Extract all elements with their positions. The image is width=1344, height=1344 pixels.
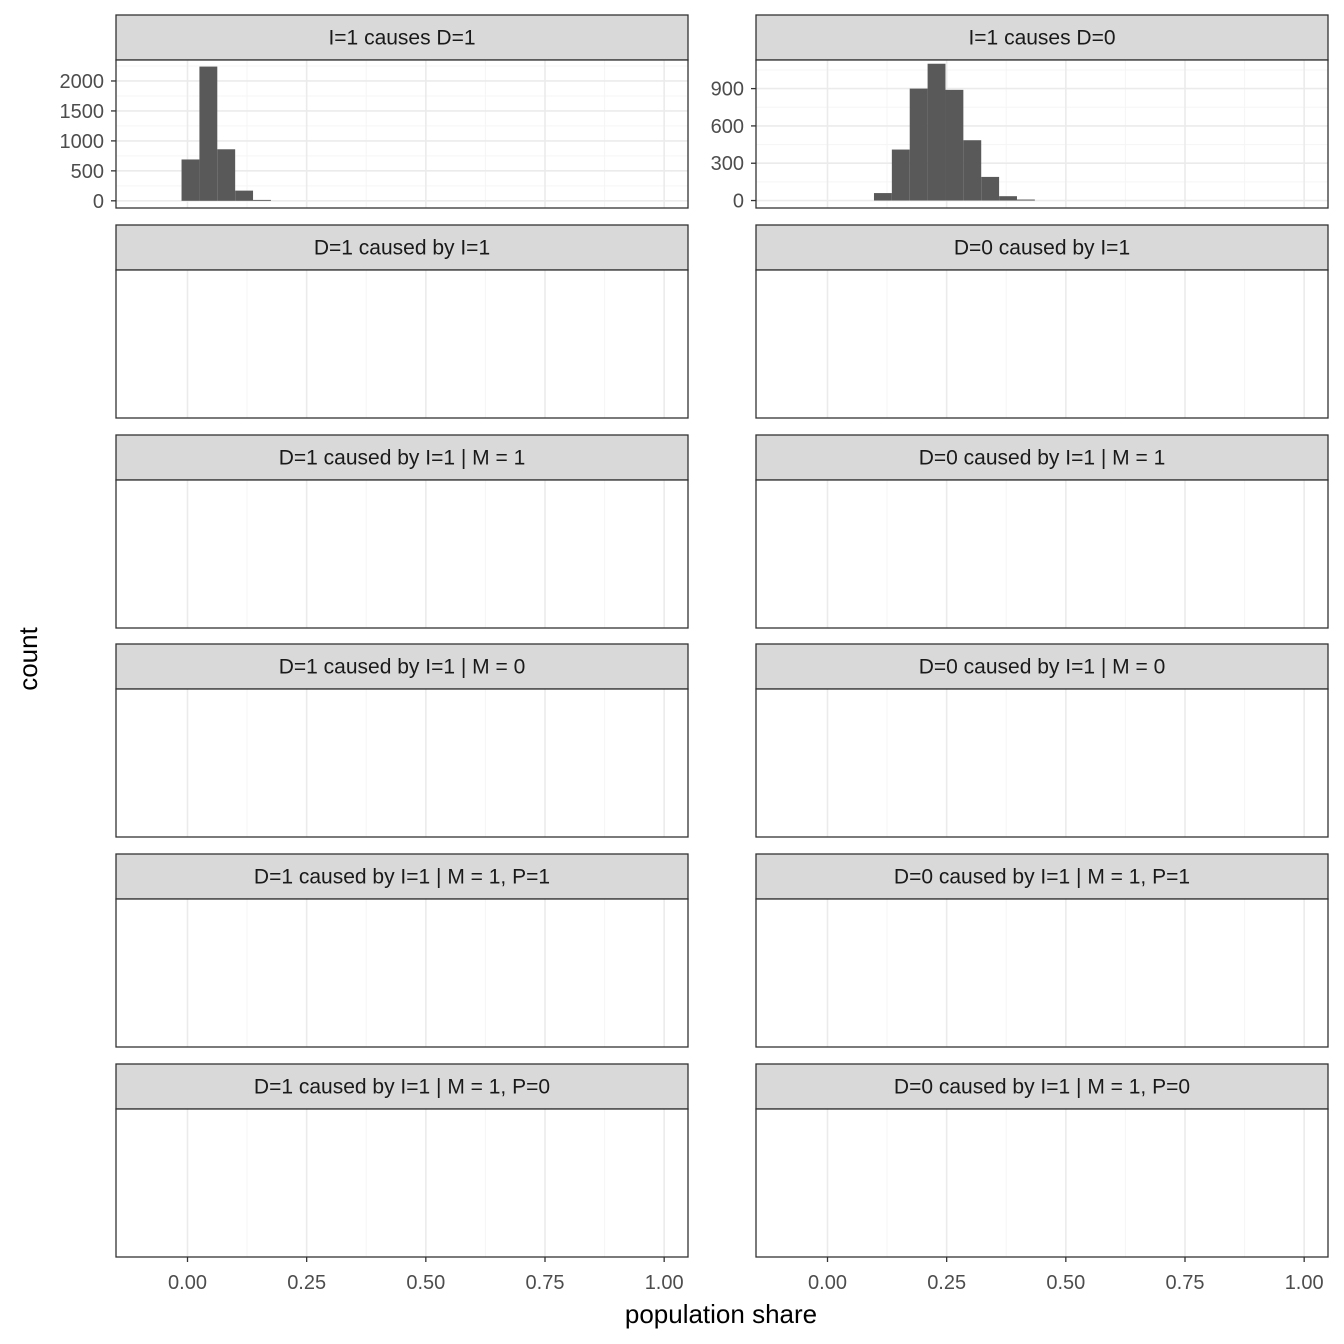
histogram-bar bbox=[945, 89, 964, 201]
plot-background bbox=[756, 270, 1328, 418]
facet-panel: D=0 caused by I=1 | M = 1, P=1 bbox=[755, 853, 1329, 1048]
facet-title: I=1 causes D=1 bbox=[328, 27, 475, 50]
histogram-bar bbox=[235, 190, 254, 201]
facet-strip bbox=[115, 224, 689, 271]
facet-panel: D=1 caused by I=1 | M = 0 bbox=[115, 643, 689, 838]
facet-title: D=1 caused by I=1 | M = 1, P=0 bbox=[254, 1076, 550, 1099]
y-tick-label: 0 bbox=[93, 191, 104, 213]
facet-strip bbox=[755, 224, 1329, 271]
facet-strip bbox=[115, 643, 689, 690]
histogram-bar bbox=[199, 66, 218, 201]
x-tick-label: 1.00 bbox=[645, 1272, 684, 1294]
facet-strip bbox=[755, 1063, 1329, 1110]
histogram-bar bbox=[253, 199, 271, 201]
histogram-bar bbox=[217, 149, 236, 201]
x-tick-label: 0.75 bbox=[526, 1272, 565, 1294]
facet-title: D=0 caused by I=1 | M = 1, P=0 bbox=[894, 1076, 1190, 1099]
plot-background bbox=[756, 899, 1328, 1047]
histogram-bar bbox=[927, 63, 946, 201]
panel-border bbox=[115, 1108, 689, 1258]
plot-background bbox=[756, 1109, 1328, 1257]
x-axis: 0.00 0.25 0.50 0.75 1.00 bbox=[168, 1257, 684, 1294]
facet-panel: D=1 caused by I=1 | M = 1 bbox=[115, 434, 689, 629]
facet-title: D=1 caused by I=1 | M = 1, P=1 bbox=[254, 866, 550, 889]
panel-border bbox=[115, 269, 689, 419]
facet-panel: D=0 caused by I=1 bbox=[755, 224, 1329, 419]
panel-border bbox=[755, 1108, 1329, 1258]
facet-title: D=0 caused by I=1 | M = 1 bbox=[919, 447, 1166, 470]
plot-background bbox=[756, 60, 1328, 208]
facet-title: D=0 caused by I=1 | M = 1, P=1 bbox=[894, 866, 1190, 889]
facet-strip bbox=[755, 434, 1329, 481]
y-tick-label: 0 bbox=[733, 191, 744, 213]
y-tick-label: 600 bbox=[711, 116, 744, 138]
plot-background bbox=[116, 689, 688, 837]
plot-background bbox=[116, 270, 688, 418]
panel-border bbox=[115, 688, 689, 838]
facet-panel: D=0 caused by I=1 | M = 1, P=0 bbox=[755, 1063, 1329, 1258]
facet-panel: D=0 caused by I=1 | M = 1 bbox=[755, 434, 1329, 629]
plot-background bbox=[116, 899, 688, 1047]
plot-background bbox=[756, 480, 1328, 628]
histogram-bar bbox=[181, 159, 200, 201]
y-tick-label: 1000 bbox=[60, 131, 105, 153]
facet-panel: D=1 caused by I=1 | M = 1, P=0 bbox=[115, 1063, 689, 1258]
x-tick-label: 0.50 bbox=[1046, 1272, 1085, 1294]
facet-strip bbox=[755, 853, 1329, 900]
panel-border bbox=[755, 688, 1329, 838]
x-tick-label: 0.50 bbox=[406, 1272, 445, 1294]
facet-panel: D=1 caused by I=1 | M = 1, P=1 bbox=[115, 853, 689, 1048]
y-tick-label: 500 bbox=[71, 161, 104, 183]
facet-strip bbox=[755, 14, 1329, 61]
x-tick-label: 0.00 bbox=[808, 1272, 847, 1294]
facet-strip bbox=[755, 643, 1329, 690]
panel-border bbox=[115, 898, 689, 1048]
facet-strip bbox=[115, 1063, 689, 1110]
panel-border bbox=[755, 59, 1329, 209]
x-axis-title: population share bbox=[625, 1299, 817, 1329]
y-tick-label: 1500 bbox=[60, 101, 105, 123]
y-tick-label: 300 bbox=[711, 153, 744, 175]
x-tick-label: 1.00 bbox=[1285, 1272, 1324, 1294]
facet-title: D=1 caused by I=1 | M = 1 bbox=[279, 447, 526, 470]
histogram-bar bbox=[999, 196, 1017, 201]
panel-border bbox=[755, 269, 1329, 419]
panel-border bbox=[755, 479, 1329, 629]
facet-panel: D=0 caused by I=1 | M = 0 bbox=[755, 643, 1329, 838]
facet-title: D=0 caused by I=1 | M = 0 bbox=[919, 656, 1166, 679]
facet-title: D=1 caused by I=1 bbox=[314, 237, 490, 260]
y-tick-label: 2000 bbox=[60, 71, 105, 93]
facet-panel: I=1 causes D=0 0 300 600 900 bbox=[711, 14, 1329, 213]
x-tick-label: 0.00 bbox=[168, 1272, 207, 1294]
facet-title: D=1 caused by I=1 | M = 0 bbox=[279, 656, 526, 679]
x-tick-label: 0.25 bbox=[287, 1272, 326, 1294]
x-tick-label: 0.25 bbox=[927, 1272, 966, 1294]
facet-title: I=1 causes D=0 bbox=[968, 27, 1115, 50]
panel-border bbox=[115, 59, 689, 209]
facet-strip bbox=[115, 434, 689, 481]
y-tick-label: 900 bbox=[711, 79, 744, 101]
y-axis-title: count bbox=[13, 626, 43, 690]
facet-strip bbox=[115, 14, 689, 61]
histogram-bar bbox=[873, 193, 892, 201]
panel-border bbox=[115, 479, 689, 629]
panel-border bbox=[755, 898, 1329, 1048]
facet-title: D=0 caused by I=1 bbox=[954, 237, 1130, 260]
histogram-bar bbox=[981, 176, 1000, 201]
plot-background bbox=[116, 480, 688, 628]
x-axes-layer: 0.00 0.25 0.50 0.75 1.00 0.00 0.25 0.50 0.75 1.00 bbox=[168, 1257, 1324, 1294]
plot-background bbox=[116, 1109, 688, 1257]
facet-panel: I=1 causes D=1 0 500 1000 1500 2000 bbox=[60, 14, 689, 213]
plot-background bbox=[756, 689, 1328, 837]
x-tick-label: 0.75 bbox=[1166, 1272, 1205, 1294]
histogram-bar bbox=[1016, 199, 1035, 201]
histogram-bar bbox=[909, 88, 928, 201]
facet-panel: D=1 caused by I=1 bbox=[115, 224, 689, 419]
x-axis: 0.00 0.25 0.50 0.75 1.00 bbox=[808, 1257, 1324, 1294]
histogram-bar bbox=[963, 140, 982, 201]
histogram-bar bbox=[891, 149, 910, 201]
